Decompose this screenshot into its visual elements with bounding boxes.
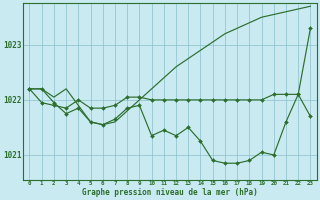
- X-axis label: Graphe pression niveau de la mer (hPa): Graphe pression niveau de la mer (hPa): [82, 188, 258, 197]
